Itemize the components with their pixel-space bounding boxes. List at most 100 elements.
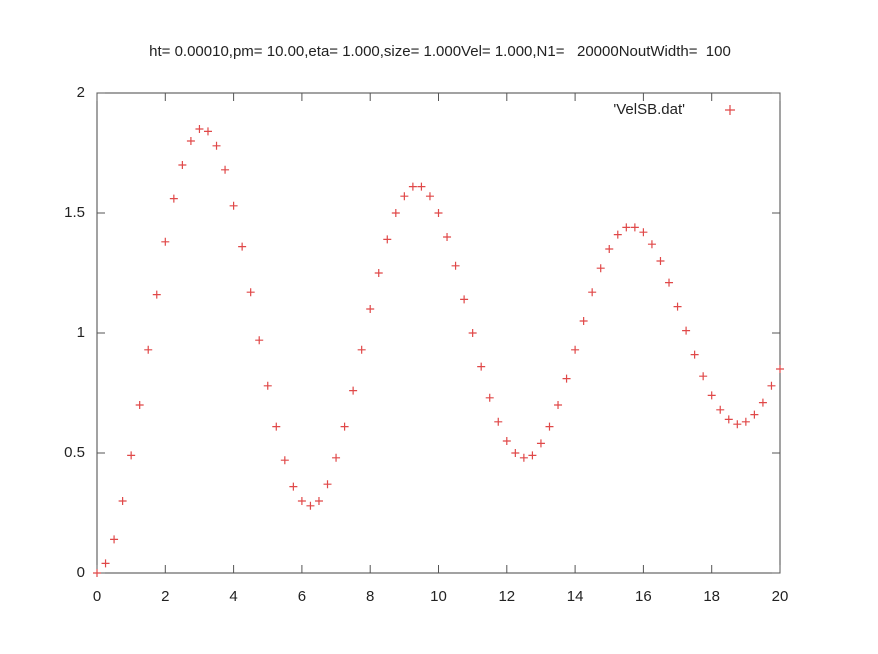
point — [494, 417, 503, 426]
point — [485, 393, 494, 402]
point — [605, 245, 614, 253]
point — [690, 350, 699, 359]
x-tick-label: 10 — [430, 588, 447, 605]
point — [93, 569, 101, 577]
point — [682, 326, 691, 335]
point — [195, 125, 204, 133]
point — [647, 240, 656, 249]
point — [699, 372, 708, 381]
point — [246, 288, 255, 297]
point — [656, 257, 665, 265]
point — [297, 497, 306, 505]
point — [665, 278, 674, 287]
y-tick-label: 2 — [77, 84, 85, 101]
point — [178, 161, 187, 169]
y-tick-label: 1.5 — [64, 204, 85, 221]
point — [366, 305, 375, 313]
point — [332, 453, 341, 462]
point — [349, 386, 358, 395]
point — [212, 141, 221, 150]
point — [374, 269, 383, 277]
point — [673, 302, 682, 311]
point — [443, 233, 452, 241]
x-tick-label: 14 — [567, 588, 584, 605]
point — [289, 482, 298, 491]
point — [750, 410, 759, 419]
point — [571, 345, 580, 354]
x-tick-label: 18 — [703, 588, 720, 605]
point — [596, 264, 605, 273]
point — [767, 381, 776, 390]
point — [144, 345, 153, 354]
point — [630, 223, 639, 232]
point — [357, 345, 366, 354]
point — [186, 137, 195, 145]
point — [161, 237, 170, 246]
x-tick-label: 4 — [229, 588, 237, 605]
point — [110, 535, 119, 544]
y-tick-label: 0.5 — [64, 444, 85, 461]
point — [383, 235, 392, 244]
point — [741, 417, 750, 426]
point — [152, 290, 161, 299]
point — [263, 381, 272, 390]
point — [323, 480, 332, 489]
point — [221, 165, 230, 174]
x-tick-label: 6 — [298, 588, 306, 605]
point — [776, 365, 784, 373]
point — [229, 201, 238, 210]
point — [272, 422, 281, 431]
point — [417, 182, 426, 191]
point — [280, 456, 289, 465]
x-tick-label: 20 — [772, 588, 789, 605]
legend-marker — [725, 105, 735, 115]
point — [238, 242, 247, 251]
point — [502, 437, 511, 445]
point — [425, 192, 434, 201]
point — [545, 422, 554, 431]
point — [554, 401, 563, 409]
point — [340, 422, 349, 431]
point — [127, 451, 136, 460]
point — [579, 317, 588, 325]
y-tick-label: 0 — [77, 564, 85, 581]
point — [203, 127, 212, 136]
point — [758, 398, 767, 407]
point — [451, 261, 460, 270]
point — [118, 497, 127, 505]
point — [255, 336, 264, 345]
plot-border — [96, 92, 781, 574]
point — [733, 420, 742, 429]
point — [613, 230, 622, 239]
x-tick-label: 2 — [161, 588, 169, 605]
point — [716, 405, 725, 414]
point — [314, 497, 323, 505]
point — [408, 182, 417, 191]
point — [511, 449, 520, 457]
point — [477, 362, 486, 371]
x-tick-label: 12 — [498, 588, 515, 605]
y-tick-label: 1 — [77, 324, 85, 341]
point — [169, 194, 178, 203]
chart-title: ht= 0.00010,pm= 10.00,eta= 1.000,size= 1… — [149, 43, 731, 60]
point — [528, 451, 537, 460]
x-tick-label: 16 — [635, 588, 652, 605]
point — [622, 223, 631, 232]
x-tick-label: 8 — [366, 588, 374, 605]
point — [707, 391, 716, 400]
point — [460, 295, 469, 304]
point — [639, 228, 648, 237]
point — [562, 374, 571, 383]
point — [101, 559, 110, 568]
point — [588, 288, 597, 297]
point — [135, 401, 144, 409]
point — [400, 192, 409, 201]
x-tick-label: 0 — [93, 588, 101, 605]
point — [536, 439, 545, 448]
point — [306, 501, 315, 510]
legend-label: 'VelSB.dat' — [613, 101, 685, 118]
point — [434, 209, 443, 217]
point — [391, 209, 400, 217]
